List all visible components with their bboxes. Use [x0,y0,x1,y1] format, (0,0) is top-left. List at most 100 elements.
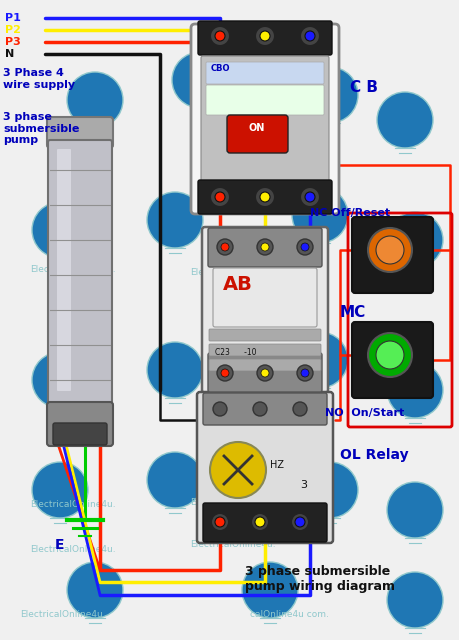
Text: AB: AB [223,275,252,294]
Circle shape [32,352,88,408]
Circle shape [32,462,88,518]
Circle shape [251,513,269,531]
Text: OL Relay: OL Relay [339,448,408,462]
Text: C23      -10: C23 -10 [214,348,256,357]
Text: CBO: CBO [211,64,230,73]
Circle shape [220,369,229,377]
FancyBboxPatch shape [351,322,432,398]
Text: 3 phase submersible
pump wiring diagram: 3 phase submersible pump wiring diagram [245,565,394,593]
Circle shape [254,517,264,527]
FancyBboxPatch shape [206,85,323,115]
Circle shape [302,67,357,123]
Circle shape [254,26,274,46]
Circle shape [211,513,229,531]
Circle shape [386,482,442,538]
Circle shape [386,212,442,268]
Circle shape [304,31,314,41]
Circle shape [297,365,312,381]
FancyBboxPatch shape [207,228,321,267]
FancyBboxPatch shape [197,180,331,214]
FancyBboxPatch shape [206,62,323,84]
Circle shape [147,192,202,248]
Circle shape [241,562,297,618]
FancyBboxPatch shape [213,268,316,327]
Circle shape [294,517,304,527]
Circle shape [67,562,123,618]
Text: P2: P2 [5,25,21,35]
Circle shape [297,239,312,255]
FancyBboxPatch shape [202,393,326,425]
Circle shape [259,31,269,41]
Text: HZ: HZ [269,460,283,470]
FancyBboxPatch shape [47,117,113,148]
Text: ElectricalOnline4u.: ElectricalOnline4u. [30,545,115,554]
Circle shape [304,192,314,202]
Circle shape [257,239,272,255]
Text: ElectricalOnline4u.: ElectricalOnline4u. [190,540,275,549]
Circle shape [260,369,269,377]
Text: N: N [5,49,14,59]
Text: 3 phase
submersible
pump: 3 phase submersible pump [3,112,79,145]
Circle shape [291,187,347,243]
Text: P3: P3 [5,37,21,47]
Text: ElectricalOnline4u.: ElectricalOnline4u. [190,498,275,507]
FancyBboxPatch shape [197,21,331,55]
FancyBboxPatch shape [48,140,112,419]
Circle shape [210,187,230,207]
Circle shape [386,572,442,628]
Circle shape [254,187,274,207]
FancyBboxPatch shape [57,149,71,391]
FancyBboxPatch shape [196,392,332,543]
Text: ON: ON [248,123,264,133]
Circle shape [252,402,266,416]
Text: ElectricalOnline4u.: ElectricalOnline4u. [20,610,106,619]
Circle shape [375,341,403,369]
FancyBboxPatch shape [47,402,113,446]
Circle shape [147,342,202,398]
Circle shape [220,243,229,251]
Text: calOnline4u com.: calOnline4u com. [249,610,328,619]
Text: calOnline4u com.: calOnline4u com. [235,498,313,507]
FancyBboxPatch shape [351,217,432,293]
Text: ElectricalOnline4u.: ElectricalOnline4u. [190,268,275,277]
Text: 3 Phase 4
wire supply: 3 Phase 4 wire supply [3,68,75,90]
Circle shape [172,52,228,108]
FancyBboxPatch shape [208,359,320,371]
Circle shape [302,462,357,518]
Circle shape [213,402,226,416]
Circle shape [292,402,306,416]
Circle shape [210,442,265,498]
Circle shape [214,517,224,527]
Text: NC Off/Reset: NC Off/Reset [309,208,389,218]
Circle shape [32,202,88,258]
FancyBboxPatch shape [208,344,320,356]
Text: ElectricalOnline4u.: ElectricalOnline4u. [30,500,115,509]
Circle shape [259,192,269,202]
Circle shape [291,332,347,388]
Circle shape [300,369,308,377]
Text: E: E [55,538,64,552]
Text: C B: C B [349,80,377,95]
FancyBboxPatch shape [201,56,328,182]
Circle shape [386,362,442,418]
Text: 3: 3 [299,480,306,490]
FancyBboxPatch shape [202,227,327,393]
FancyBboxPatch shape [202,503,326,542]
Circle shape [376,92,432,148]
Circle shape [299,26,319,46]
Circle shape [375,236,403,264]
Circle shape [300,243,308,251]
Text: MC: MC [339,305,365,320]
Circle shape [147,452,202,508]
Text: NO  On/Start: NO On/Start [325,408,403,418]
Circle shape [299,187,319,207]
Text: ElectricalOnline4u.: ElectricalOnline4u. [30,265,115,274]
Circle shape [260,243,269,251]
Circle shape [217,239,233,255]
Circle shape [67,72,123,128]
Circle shape [210,26,230,46]
FancyBboxPatch shape [207,353,321,392]
Circle shape [214,192,224,202]
Circle shape [214,31,224,41]
FancyBboxPatch shape [226,115,287,153]
